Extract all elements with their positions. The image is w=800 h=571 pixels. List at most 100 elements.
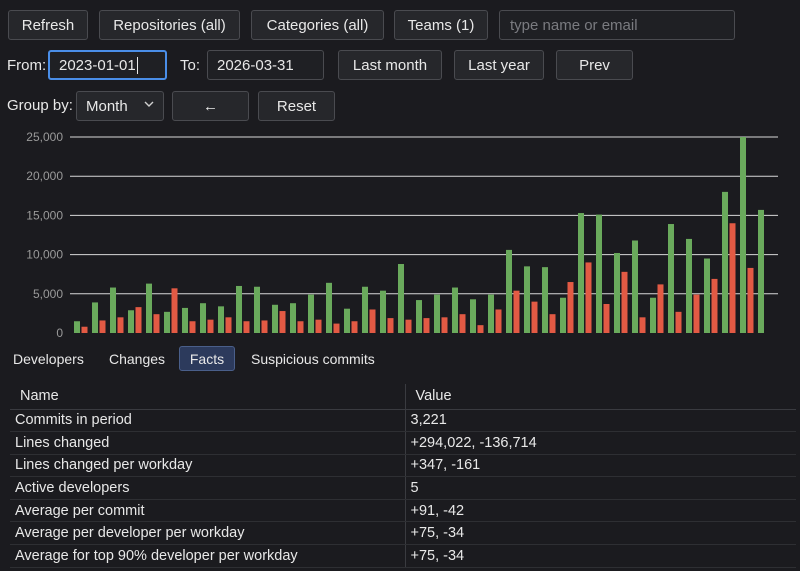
- table-row: Lines changed +294,022, -136,714: [10, 431, 796, 455]
- bar-lines-added[interactable]: [506, 249, 512, 333]
- bar-lines-removed[interactable]: [729, 223, 736, 333]
- bar-lines-removed[interactable]: [675, 311, 682, 333]
- tab-changes[interactable]: Changes: [109, 350, 166, 367]
- bar-lines-added[interactable]: [110, 287, 116, 333]
- bar-lines-added[interactable]: [92, 302, 98, 333]
- last-month-button[interactable]: Last month: [338, 50, 442, 80]
- bar-lines-removed[interactable]: [315, 319, 322, 333]
- bar-lines-removed[interactable]: [351, 321, 358, 333]
- bar-lines-added[interactable]: [344, 308, 350, 333]
- bar-lines-removed[interactable]: [189, 321, 196, 333]
- bar-lines-added[interactable]: [578, 213, 584, 333]
- bar-lines-added[interactable]: [722, 191, 728, 333]
- bar-lines-removed[interactable]: [135, 307, 142, 333]
- bar-lines-added[interactable]: [758, 209, 764, 333]
- bar-lines-added[interactable]: [398, 264, 404, 333]
- bar-lines-added[interactable]: [470, 299, 476, 333]
- bar-lines-added[interactable]: [236, 285, 242, 333]
- repositories-filter-button[interactable]: Repositories (all): [99, 10, 240, 40]
- bar-lines-removed[interactable]: [153, 314, 160, 333]
- fact-name: Average for top 90% developer per workda…: [10, 544, 406, 568]
- bar-lines-added[interactable]: [488, 294, 494, 333]
- bar-lines-removed[interactable]: [333, 323, 340, 333]
- bar-lines-added[interactable]: [668, 224, 674, 333]
- bar-lines-removed[interactable]: [387, 318, 394, 333]
- bar-lines-removed[interactable]: [747, 267, 754, 333]
- bar-lines-added[interactable]: [434, 294, 440, 333]
- bar-lines-removed[interactable]: [207, 319, 214, 333]
- bar-lines-added[interactable]: [326, 282, 332, 333]
- bar-lines-removed[interactable]: [81, 326, 88, 333]
- column-header-name: Name: [10, 384, 406, 410]
- bar-lines-removed[interactable]: [495, 309, 502, 333]
- bar-lines-removed[interactable]: [441, 317, 448, 333]
- tab-facts[interactable]: Facts: [179, 346, 235, 371]
- bar-lines-added[interactable]: [308, 294, 314, 333]
- bar-lines-added[interactable]: [74, 321, 80, 333]
- table-row: Average for top 90% developer per workda…: [10, 544, 796, 568]
- bar-lines-removed[interactable]: [405, 319, 412, 333]
- bar-lines-removed[interactable]: [513, 290, 520, 333]
- bar-lines-removed[interactable]: [639, 317, 646, 333]
- bar-lines-added[interactable]: [560, 297, 566, 333]
- bar-lines-added[interactable]: [380, 290, 386, 333]
- bar-lines-added[interactable]: [650, 297, 656, 333]
- teams-filter-button[interactable]: Teams (1): [394, 10, 488, 40]
- bar-lines-added[interactable]: [272, 304, 278, 333]
- refresh-button[interactable]: Refresh: [8, 10, 88, 40]
- bar-lines-added[interactable]: [164, 311, 170, 333]
- bar-lines-added[interactable]: [632, 240, 638, 333]
- last-year-button[interactable]: Last year: [454, 50, 544, 80]
- bar-lines-removed[interactable]: [603, 303, 610, 333]
- bar-lines-removed[interactable]: [711, 278, 718, 333]
- bar-lines-removed[interactable]: [225, 317, 232, 333]
- to-date-field[interactable]: 2026-03-31: [207, 50, 324, 80]
- table-row: Lines changed per workday +347, -161: [10, 454, 796, 478]
- reset-button[interactable]: Reset: [258, 91, 335, 121]
- bar-lines-added[interactable]: [146, 283, 152, 333]
- bar-lines-removed[interactable]: [369, 309, 376, 333]
- bar-lines-added[interactable]: [200, 303, 206, 333]
- bar-lines-removed[interactable]: [99, 320, 106, 333]
- bar-lines-added[interactable]: [686, 238, 692, 333]
- tab-suspicious-commits[interactable]: Suspicious commits: [251, 350, 375, 367]
- bar-lines-removed[interactable]: [261, 320, 268, 333]
- bar-lines-removed[interactable]: [549, 314, 556, 333]
- bar-lines-removed[interactable]: [477, 325, 484, 333]
- bar-lines-added[interactable]: [182, 307, 188, 333]
- search-input[interactable]: [499, 10, 735, 40]
- bar-lines-removed[interactable]: [243, 321, 250, 333]
- bar-lines-removed[interactable]: [657, 284, 664, 333]
- bar-lines-added[interactable]: [362, 286, 368, 333]
- bar-lines-added[interactable]: [416, 300, 422, 333]
- fact-name: Lines changed per workday: [10, 454, 406, 478]
- bar-lines-removed[interactable]: [585, 262, 592, 333]
- bar-lines-added[interactable]: [596, 214, 602, 333]
- bar-lines-removed[interactable]: [567, 282, 574, 333]
- back-button[interactable]: ←: [172, 91, 249, 121]
- bar-lines-added[interactable]: [128, 310, 134, 333]
- prev-button[interactable]: Prev: [556, 50, 633, 80]
- bar-lines-added[interactable]: [290, 303, 296, 333]
- bar-lines-added[interactable]: [542, 267, 548, 333]
- bar-lines-added[interactable]: [740, 137, 746, 333]
- bar-lines-added[interactable]: [218, 306, 224, 333]
- categories-filter-button[interactable]: Categories (all): [251, 10, 384, 40]
- bar-lines-added[interactable]: [524, 266, 530, 333]
- bar-lines-added[interactable]: [614, 253, 620, 333]
- tab-developers[interactable]: Developers: [13, 350, 84, 367]
- bar-lines-removed[interactable]: [279, 311, 286, 333]
- group-by-select[interactable]: Month: [76, 91, 164, 121]
- from-date-field[interactable]: 2023-01-01: [48, 50, 167, 80]
- bar-lines-removed[interactable]: [297, 321, 304, 333]
- bar-lines-removed[interactable]: [171, 288, 178, 333]
- bar-lines-added[interactable]: [254, 286, 260, 333]
- bar-lines-added[interactable]: [704, 258, 710, 333]
- bar-lines-removed[interactable]: [423, 318, 430, 333]
- bar-lines-added[interactable]: [452, 287, 458, 333]
- bar-lines-removed[interactable]: [117, 317, 124, 333]
- bar-lines-removed[interactable]: [693, 294, 700, 333]
- bar-lines-removed[interactable]: [621, 271, 628, 333]
- bar-lines-removed[interactable]: [459, 314, 466, 333]
- bar-lines-removed[interactable]: [531, 301, 538, 333]
